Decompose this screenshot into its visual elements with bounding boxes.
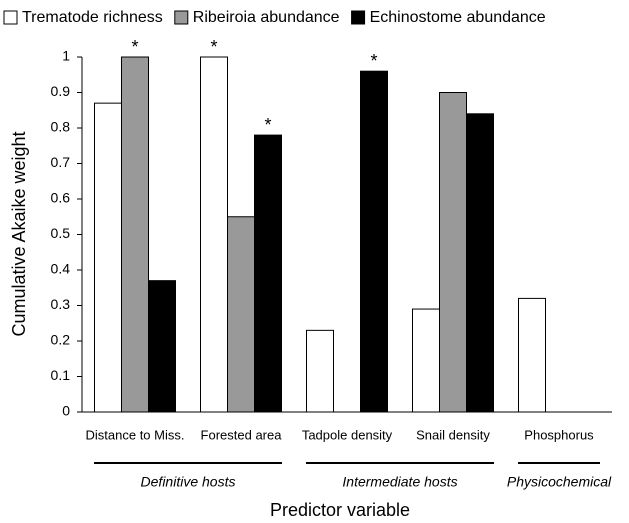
legend-label: Trematode richness (22, 9, 163, 26)
y-tick-label: 0.3 (51, 296, 71, 312)
legend-swatch (174, 10, 189, 25)
legend-swatch (351, 10, 366, 25)
y-tick-label: 0.2 (51, 332, 71, 348)
bar (306, 329, 334, 413)
y-tick-label: 0.8 (51, 119, 71, 135)
annotation: * (264, 115, 271, 135)
y-tick-label: 0.5 (51, 225, 71, 241)
y-tick-label: 0.7 (51, 154, 71, 170)
bar (412, 308, 440, 413)
y-tick-label: 0 (62, 403, 70, 419)
bar (254, 134, 282, 413)
x-tick-label: Snail density (416, 427, 490, 442)
annotation: * (131, 37, 138, 57)
x-tick-label: Phosphorus (524, 427, 594, 442)
bar (518, 297, 546, 413)
group-label: Physicochemical (507, 474, 612, 490)
group-label: Intermediate hosts (342, 474, 457, 490)
y-tick-label: 0.9 (51, 83, 71, 99)
bar (227, 216, 255, 413)
bar (466, 113, 494, 413)
legend-label: Echinostome abundance (370, 9, 546, 26)
group-label: Definitive hosts (141, 474, 236, 490)
annotation: * (370, 51, 377, 71)
x-tick-label: Tadpole density (302, 427, 393, 442)
y-tick-label: 1 (62, 48, 70, 64)
y-tick-label: 0.4 (51, 261, 71, 277)
legend-label: Ribeiroia abundance (193, 9, 340, 26)
x-tick-label: Distance to Miss. (86, 427, 185, 442)
annotation: * (210, 37, 217, 57)
x-tick-label: Forested area (201, 427, 283, 442)
bar (121, 56, 149, 413)
bar (439, 92, 467, 413)
y-tick-label: 0.1 (51, 367, 71, 383)
bar (148, 280, 176, 413)
y-axis-title: Cumulative Akaike weight (9, 131, 29, 336)
bar (360, 70, 388, 413)
bar (200, 56, 228, 413)
bar (94, 102, 122, 413)
x-axis-title: Predictor variable (270, 500, 410, 520)
legend-swatch (3, 10, 18, 25)
y-tick-label: 0.6 (51, 190, 71, 206)
